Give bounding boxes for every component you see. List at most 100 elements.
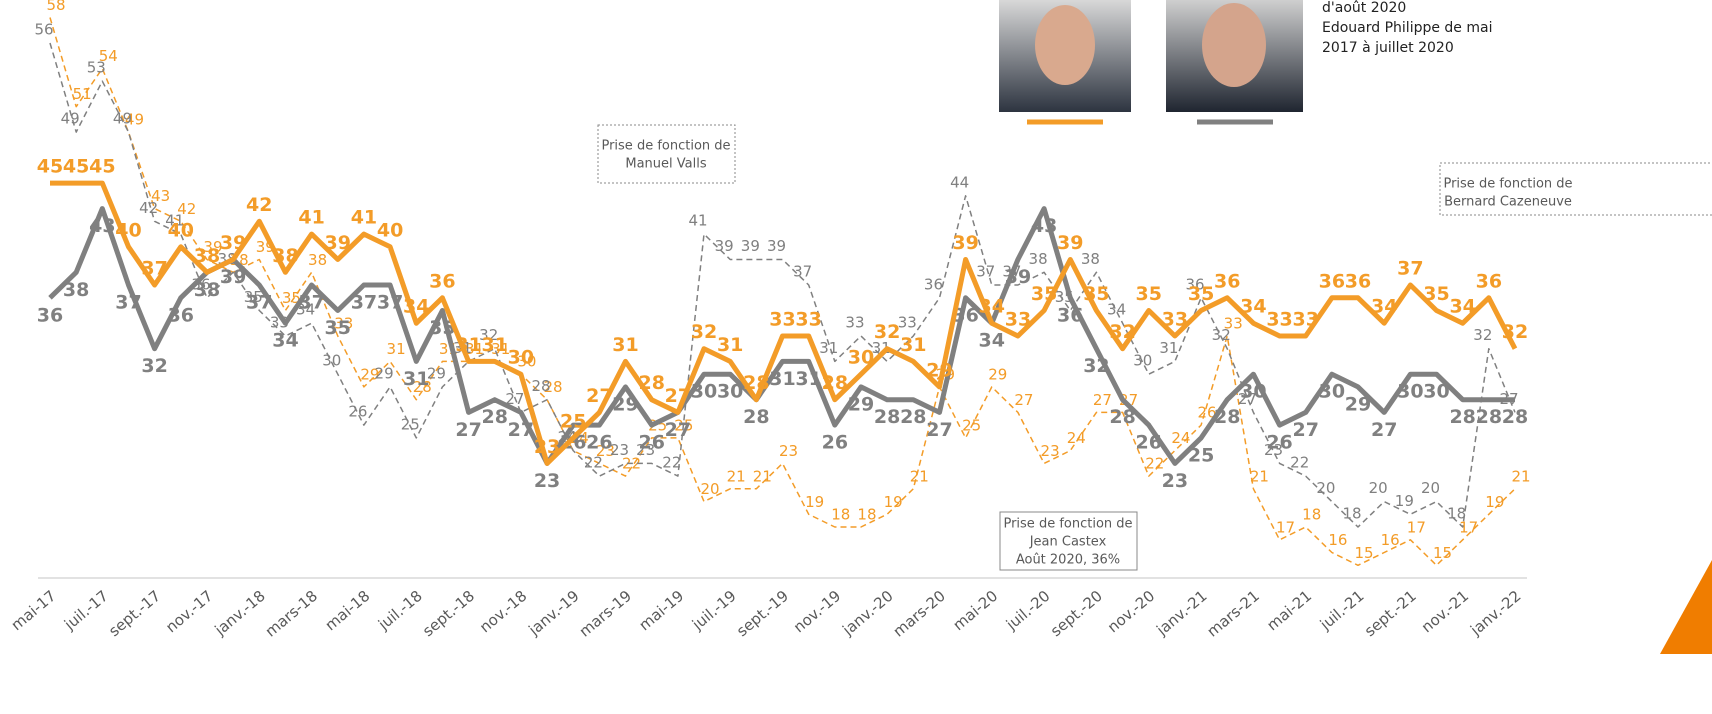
data-label: 41: [688, 212, 707, 230]
data-label: 18: [1342, 505, 1361, 523]
data-label: 27: [1014, 391, 1033, 409]
data-label: 38: [272, 245, 298, 267]
data-label: 54: [99, 47, 118, 65]
data-label: 43: [89, 215, 115, 237]
data-label: 37: [298, 292, 324, 314]
data-label: 31: [900, 334, 926, 356]
data-label: 36: [37, 304, 63, 326]
data-label: 20: [700, 480, 719, 498]
data-label: 39: [1057, 232, 1083, 254]
data-label: 25: [1188, 444, 1214, 466]
data-label: 36: [924, 275, 943, 293]
data-label: 28: [1214, 406, 1240, 428]
x-tick-label: juil.-18: [374, 587, 426, 634]
annotation-box: [1439, 162, 1712, 216]
data-label: 49: [113, 110, 132, 128]
x-tick-label: janv.-19: [524, 587, 582, 640]
data-label: 42: [139, 199, 158, 217]
data-label: 26: [638, 432, 664, 454]
data-label: 39: [203, 238, 222, 256]
data-label: 30: [508, 347, 534, 369]
legend-text: d'août 2020: [1322, 0, 1406, 16]
legend-text: Edouard Philippe de mai: [1322, 20, 1492, 36]
data-label: 28: [1449, 406, 1475, 428]
data-label: 35: [325, 317, 351, 339]
data-label: 29: [1345, 393, 1371, 415]
data-label: 29: [360, 365, 379, 383]
data-label: 33: [1224, 314, 1243, 332]
data-label: 26: [586, 432, 612, 454]
annotation: Jean Castex: [1029, 535, 1107, 550]
data-label: 39: [741, 237, 760, 255]
data-label: 38: [308, 251, 327, 269]
data-label: 28: [413, 378, 432, 396]
data-label: 32: [479, 326, 498, 344]
x-tick-label: sept.-18: [419, 587, 478, 640]
data-label: 20: [1369, 479, 1388, 497]
data-label: 35: [1188, 283, 1214, 305]
data-label: 33: [795, 308, 821, 330]
data-label: 41: [351, 207, 377, 229]
data-label: 22: [1290, 454, 1309, 472]
x-tick-label: sept.-21: [1361, 587, 1420, 640]
data-label: 40: [168, 219, 194, 241]
x-tick-label: nov.-18: [476, 587, 530, 637]
data-label: 35: [282, 289, 301, 307]
data-label: 45: [37, 156, 63, 178]
data-label: 27: [665, 385, 691, 407]
data-label: 28: [743, 372, 769, 394]
data-label: 38: [1029, 250, 1048, 268]
data-label: 51: [73, 85, 92, 103]
x-tick-label: janv.-20: [838, 587, 896, 640]
data-label: 40: [115, 219, 141, 241]
line: [48, 206, 1515, 466]
data-label: 42: [177, 200, 196, 218]
data-label: 22: [584, 454, 603, 472]
data-label: 33: [1266, 308, 1292, 330]
data-label: 28: [822, 372, 848, 394]
data-label: 25: [962, 416, 981, 434]
data-label: 33: [1005, 308, 1031, 330]
data-label: 32: [1109, 321, 1135, 343]
data-label: 30: [1423, 381, 1449, 403]
data-label: 21: [753, 467, 772, 485]
data-label: 31: [769, 368, 795, 390]
data-label: 32: [691, 321, 717, 343]
data-label: 37: [976, 263, 995, 281]
x-tick-label: janv.-21: [1152, 587, 1210, 640]
x-tick-label: mai-18: [322, 587, 374, 635]
data-label: 28: [1476, 406, 1502, 428]
x-tick-label: sept.-19: [733, 587, 792, 640]
data-label: 34: [403, 296, 429, 318]
data-label: 26: [1266, 432, 1292, 454]
data-label: 22: [662, 454, 681, 472]
x-tick-label: juil.-20: [1002, 587, 1054, 634]
data-label: 17: [1459, 518, 1478, 536]
data-label: 37: [246, 292, 272, 314]
data-label: 18: [1302, 506, 1321, 524]
data-label: 25: [560, 410, 586, 432]
annotation: Prise de fonction de: [1443, 177, 1572, 192]
data-label: 30: [1319, 381, 1345, 403]
data-label: 39: [220, 232, 246, 254]
data-label: 34: [1371, 296, 1397, 318]
data-label: 26: [1136, 432, 1162, 454]
data-label: 39: [952, 232, 978, 254]
annotation: Bernard Cazeneuve: [1444, 195, 1572, 210]
data-label: 27: [1093, 391, 1112, 409]
data-label: 30: [1397, 381, 1423, 403]
data-label: 28: [638, 372, 664, 394]
data-label: 23: [596, 442, 615, 460]
data-label: 37: [115, 292, 141, 314]
annotation-box: [999, 511, 1138, 571]
data-label: 32: [141, 355, 167, 377]
data-label: 28: [900, 406, 926, 428]
data-label: 20: [1316, 479, 1335, 497]
data-label: 24: [1171, 429, 1190, 447]
photo-macron: [999, 0, 1131, 112]
annotation: Manuel Valls: [625, 157, 706, 172]
data-label: 15: [1354, 544, 1373, 562]
data-label: 36: [1319, 270, 1345, 292]
x-tick-label: mai-20: [949, 587, 1001, 635]
annotation: Prise de fonction de: [1003, 517, 1132, 532]
